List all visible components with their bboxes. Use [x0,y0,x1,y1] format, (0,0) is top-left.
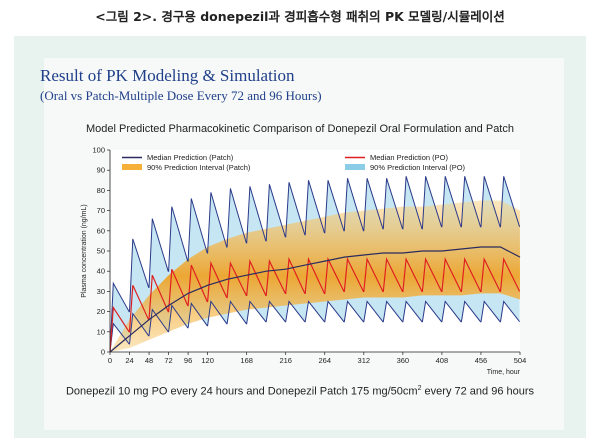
x-tick-label: 312 [358,356,371,365]
y-tick-label: 20 [97,307,105,316]
x-tick-label: 48 [145,356,153,365]
y-tick-label: 90 [97,166,105,175]
y-tick-label: 80 [97,186,105,195]
y-tick-label: 0 [101,348,105,357]
x-tick-label: 456 [475,356,488,365]
x-tick-label: 0 [108,356,112,365]
figure-title: Result of PK Modeling & Simulation [40,66,295,85]
figure-subtitle: (Oral vs Patch-Multiple Dose Every 72 an… [40,88,322,103]
x-tick-label: 168 [240,356,253,365]
y-tick-label: 70 [97,206,105,215]
y-tick-label: 60 [97,226,105,235]
x-tick-label: 216 [279,356,292,365]
x-tick-label: 504 [514,356,527,365]
x-tick-label: 120 [201,356,214,365]
figure-caption: <그림 2>. 경구용 donepezil과 경피흡수형 패취의 PK 모델링/… [95,9,505,24]
legend-label: 90% Prediction Interval (PO) [370,163,466,172]
y-tick-label: 100 [92,146,105,155]
patch-prediction-interval-band [110,200,520,352]
po-median-line [109,256,521,353]
y-tick-label: 40 [97,267,105,276]
legend-swatch-band [122,164,142,170]
footer-main: Donepezil 10 mg PO every 24 hours and Do… [65,385,418,398]
y-axis-label: Plasma concentration (ng/mL) [81,204,88,297]
x-axis-label: Time, hour [487,369,521,376]
chart-title: Model Predicted Pharmacokinetic Comparis… [86,123,514,135]
legend-swatch-band [345,164,365,170]
po-interval-upper-line [109,176,521,353]
footer-tail: every 72 and 96 hours [421,385,535,398]
x-tick-label: 72 [164,356,172,365]
legend-label: Median Prediction (Patch) [147,153,234,162]
po-interval-lower-line [109,300,520,353]
patch-median-line [109,246,521,353]
x-tick-label: 360 [397,356,410,365]
x-tick-label: 408 [436,356,449,365]
x-tick-label: 96 [184,356,192,365]
figure-footer: Donepezil 10 mg PO every 24 hours and Do… [0,385,600,398]
y-tick-label: 30 [97,287,105,296]
footer-superscript: 2 [417,385,422,392]
legend-label: 90% Prediction Interval (Patch) [147,163,251,172]
x-tick-label: 24 [125,356,133,365]
legend-label: Median Prediction (PO) [370,153,448,162]
y-tick-label: 10 [97,327,105,336]
x-tick-label: 264 [319,356,332,365]
y-tick-label: 50 [97,247,105,256]
